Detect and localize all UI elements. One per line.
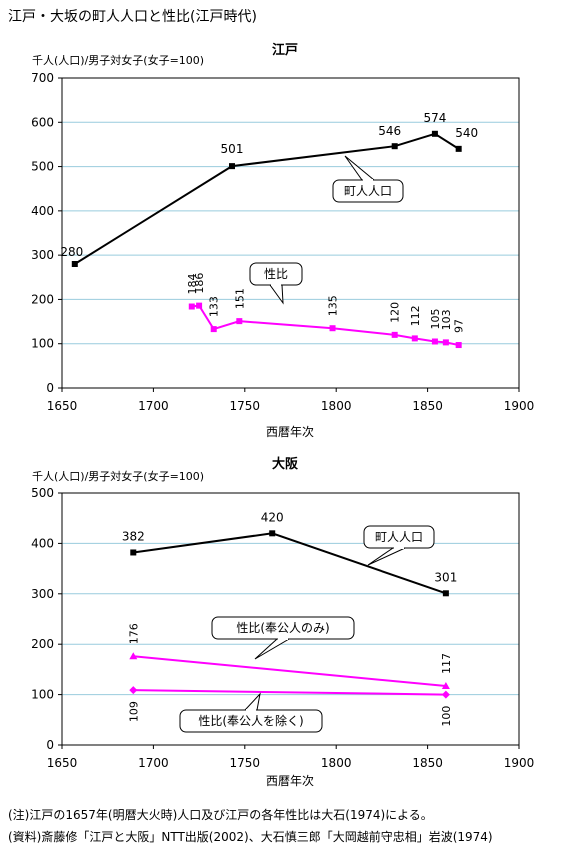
data-label: 112 — [409, 305, 422, 326]
legend-label: 性比(奉公人のみ) — [236, 621, 329, 635]
x-tick-label: 1650 — [47, 399, 78, 413]
data-label: 186 — [193, 273, 206, 294]
callout-pointer — [243, 692, 261, 711]
data-label: 103 — [440, 309, 453, 330]
x-tick-label: 1700 — [138, 399, 169, 413]
chart-title: 大阪 — [272, 456, 299, 472]
data-label: 97 — [453, 319, 466, 333]
data-label: 100 — [440, 706, 453, 727]
y-tick-label: 500 — [31, 486, 54, 500]
y-tick-label: 100 — [31, 688, 54, 702]
data-label: 540 — [455, 126, 478, 140]
y-tick-label: 0 — [46, 381, 54, 395]
legend-label: 町人人口 — [375, 530, 423, 544]
y-tick-label: 400 — [31, 536, 54, 550]
x-tick-label: 1650 — [47, 756, 78, 770]
y-tick-label: 500 — [31, 160, 54, 174]
legend-label: 性比(奉公人を除く) — [198, 713, 303, 728]
x-axis-label: 西暦年次 — [266, 774, 314, 788]
data-point — [229, 163, 236, 170]
x-tick-label: 1900 — [504, 756, 535, 770]
x-tick-label: 1900 — [504, 399, 535, 413]
data-point — [210, 326, 217, 333]
data-point — [129, 652, 138, 660]
data-label: 135 — [327, 295, 340, 316]
data-label: 120 — [389, 302, 402, 323]
legend-label: 性比 — [264, 267, 288, 281]
x-tick-label: 1700 — [138, 756, 169, 770]
data-label: 105 — [429, 309, 442, 330]
data-point — [455, 342, 462, 349]
data-point — [431, 338, 438, 345]
data-label: 501 — [221, 142, 244, 156]
data-point — [236, 318, 243, 325]
series-line — [191, 304, 459, 347]
callout-pointer — [254, 638, 291, 660]
y-axis-label: 千人(人口)/男子対女子(女子=100) — [32, 469, 204, 483]
data-point — [329, 325, 336, 332]
data-label: 280 — [60, 245, 83, 259]
data-label: 151 — [233, 288, 246, 309]
data-label: 184 — [186, 274, 199, 295]
data-label: 574 — [423, 111, 446, 125]
data-point — [391, 143, 398, 150]
data-point — [129, 686, 138, 695]
data-point — [442, 339, 449, 346]
legend-label: 町人人口 — [344, 184, 392, 198]
plot-area — [61, 492, 520, 746]
data-point — [441, 690, 450, 699]
data-label: 382 — [122, 529, 145, 543]
series-line — [133, 655, 446, 688]
y-tick-label: 700 — [31, 71, 54, 85]
x-axis-label: 西暦年次 — [266, 425, 314, 439]
y-tick-label: 300 — [31, 587, 54, 601]
note-line: (注)江戸の1657年(明暦大火時)人口及び江戸の各年性比は大石(1974)によ… — [8, 808, 433, 822]
data-point — [442, 590, 449, 597]
data-point — [441, 682, 450, 690]
x-tick-label: 1850 — [412, 756, 443, 770]
x-tick-label: 1800 — [321, 399, 352, 413]
data-point — [196, 302, 203, 309]
data-point — [411, 335, 418, 342]
data-point — [269, 530, 276, 537]
x-tick-label: 1750 — [230, 399, 261, 413]
y-tick-label: 600 — [31, 115, 54, 129]
y-tick-label: 200 — [31, 637, 54, 651]
data-point — [455, 145, 462, 152]
callout-pointer — [269, 284, 284, 305]
data-point — [71, 261, 78, 267]
plot-area — [61, 77, 520, 389]
data-label: 301 — [434, 570, 457, 584]
y-tick-label: 200 — [31, 292, 54, 306]
chart-title: 江戸 — [272, 42, 298, 58]
y-axis-label: 千人(人口)/男子対女子(女子=100) — [32, 53, 204, 67]
y-tick-label: 0 — [46, 738, 54, 752]
data-label: 420 — [261, 510, 284, 524]
data-point — [391, 331, 398, 338]
y-tick-label: 400 — [31, 204, 54, 218]
x-tick-label: 1800 — [321, 756, 352, 770]
data-label: 133 — [208, 296, 221, 317]
data-label: 109 — [127, 701, 140, 722]
page-title: 江戸・大坂の町人人口と性比(江戸時代) — [8, 9, 257, 25]
x-tick-label: 1750 — [230, 756, 261, 770]
data-point — [130, 549, 137, 556]
callout-pointer — [344, 155, 376, 181]
callout-pointer — [367, 547, 406, 566]
data-label: 117 — [440, 653, 453, 674]
y-tick-label: 100 — [31, 337, 54, 351]
data-label: 546 — [378, 124, 401, 138]
y-tick-label: 300 — [31, 248, 54, 262]
data-point — [188, 303, 195, 310]
data-point — [431, 130, 438, 137]
series-line — [133, 689, 446, 696]
x-tick-label: 1850 — [412, 399, 443, 413]
data-label: 176 — [127, 623, 140, 644]
source-line: (資料)斎藤修「江戸と大阪」NTT出版(2002)、大石慎三郎「大岡越前守忠相」… — [8, 830, 493, 844]
